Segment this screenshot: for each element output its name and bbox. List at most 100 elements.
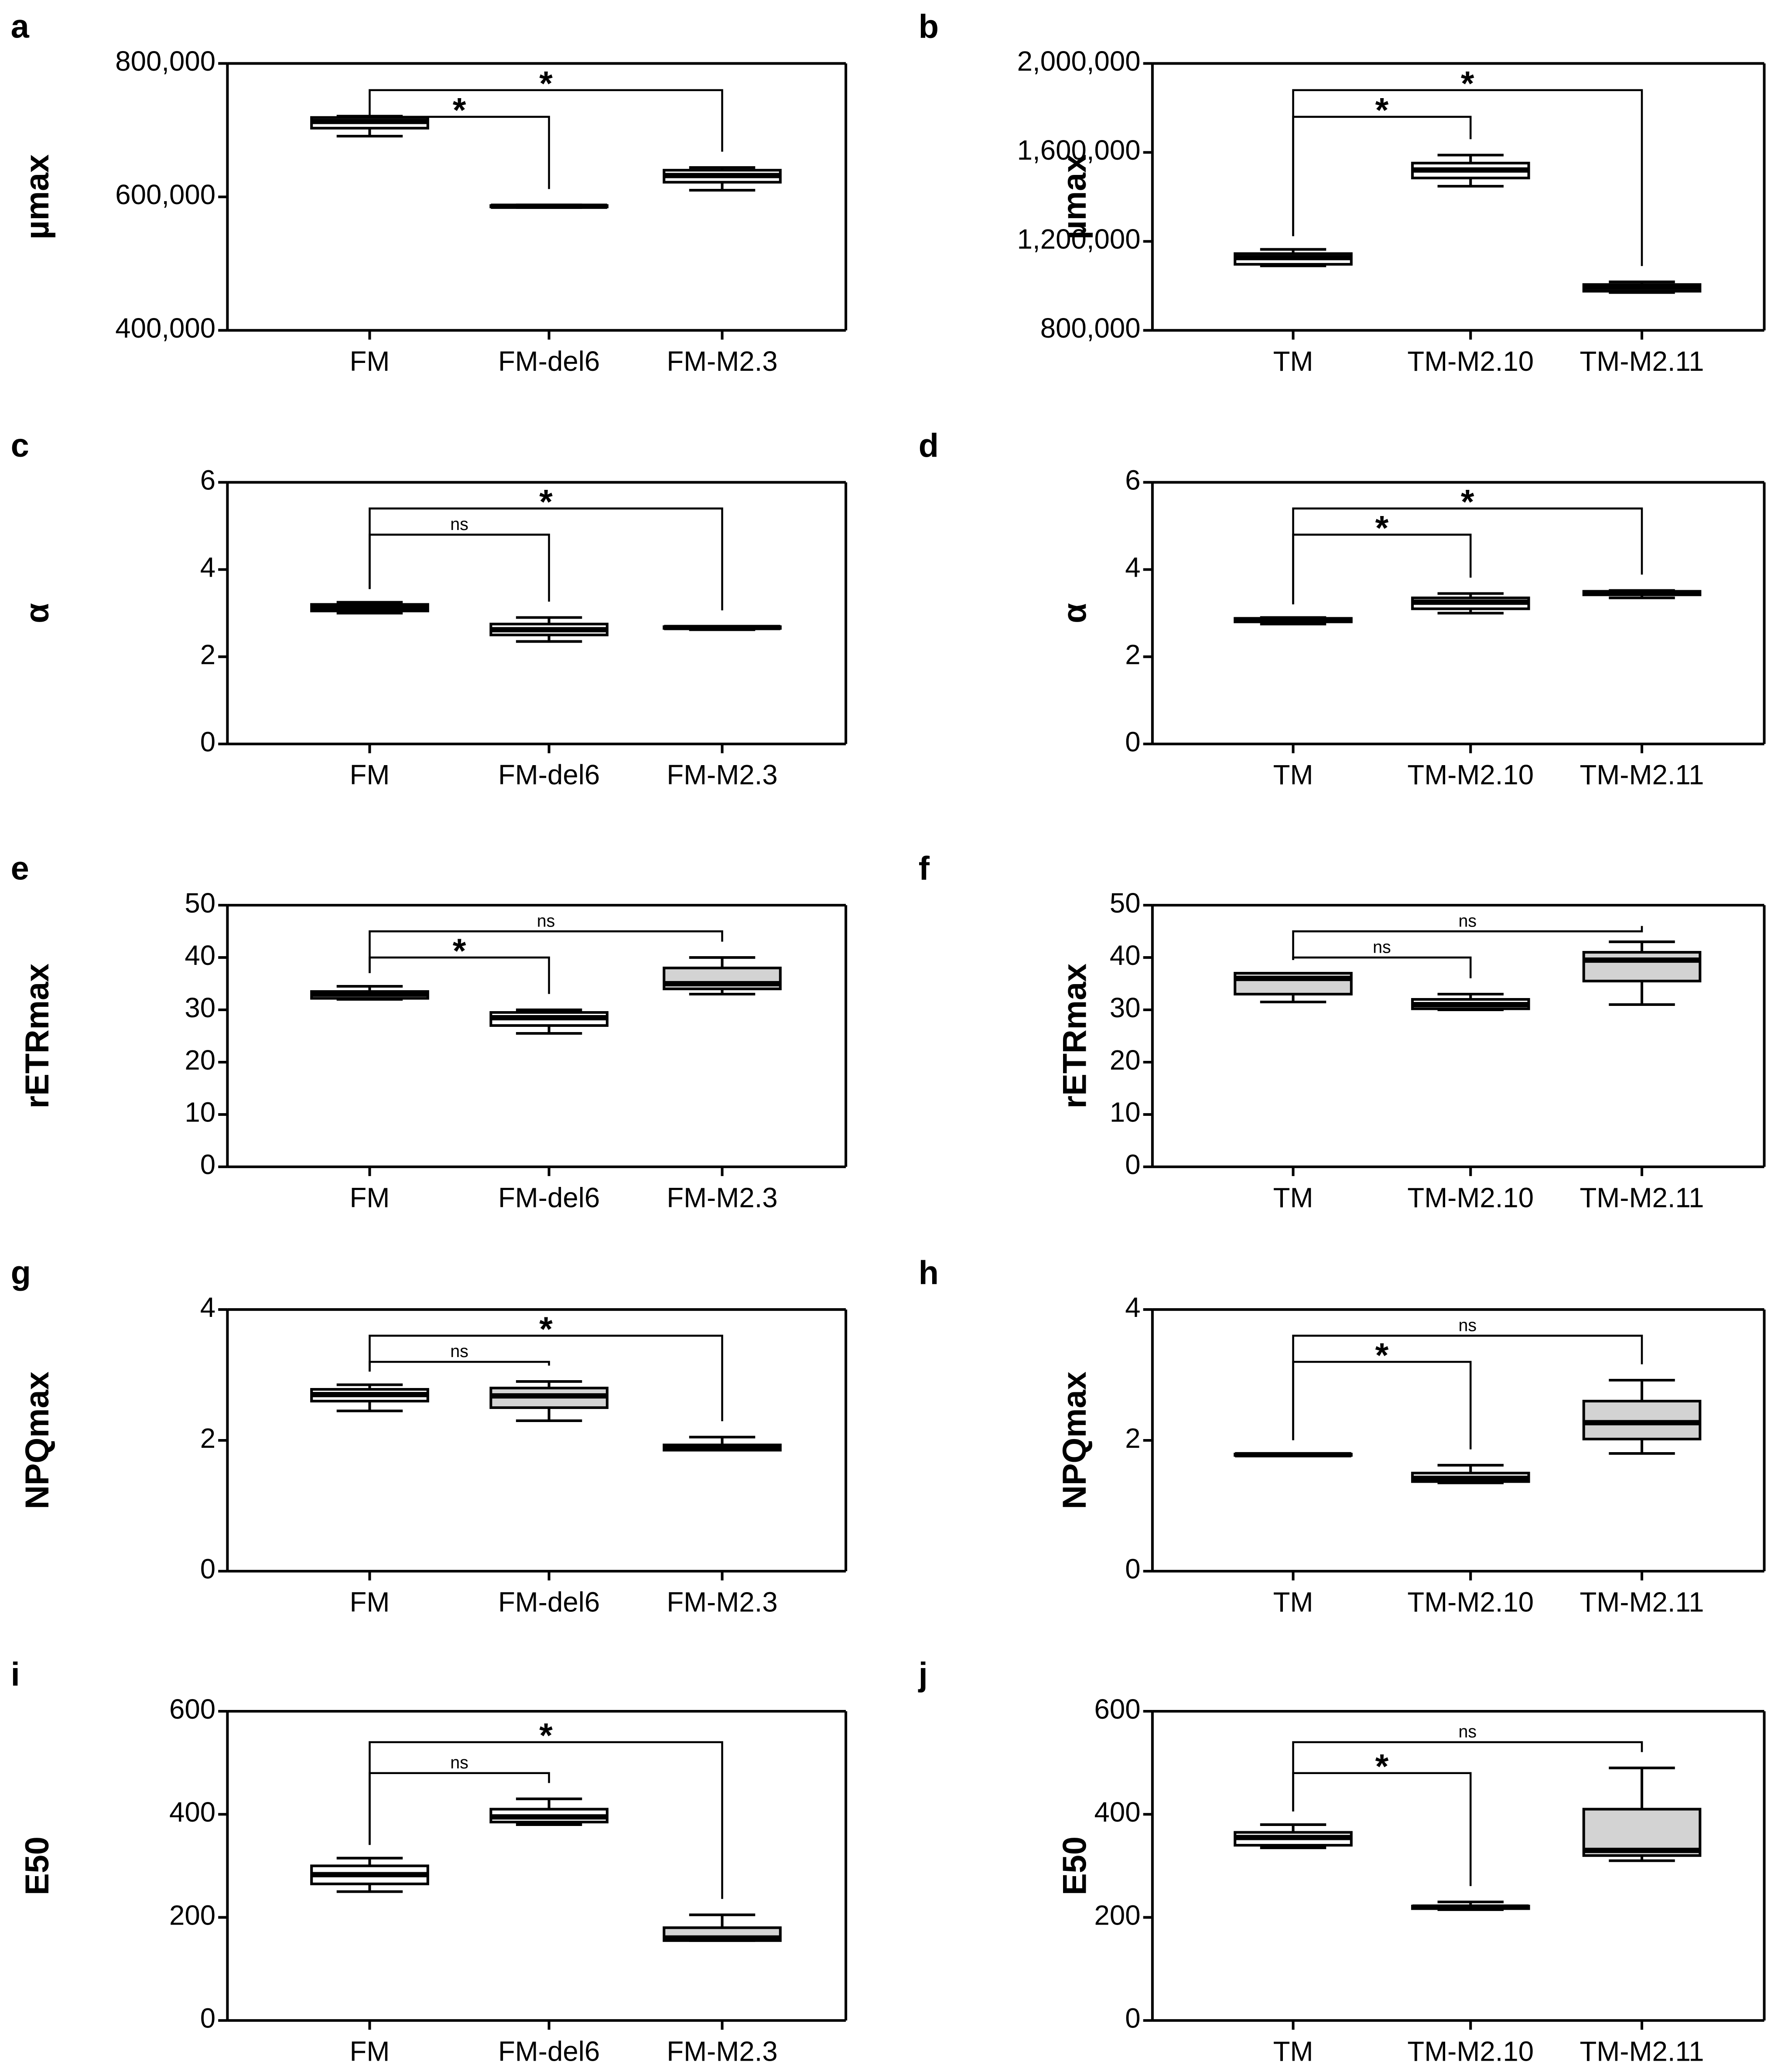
significance-label: ns — [450, 1342, 468, 1361]
y-tick-label: 40 — [1110, 940, 1141, 971]
x-tick-label: FM-del6 — [498, 2036, 600, 2067]
x-tick-label: TM-M2.10 — [1407, 1586, 1534, 1617]
y-tick-label: 400,000 — [115, 313, 215, 344]
x-tick-label: TM-M2.10 — [1407, 2036, 1534, 2067]
significance-label: * — [1375, 91, 1389, 130]
y-tick-label: 20 — [185, 1045, 215, 1076]
y-tick-label: 2 — [1125, 639, 1140, 670]
significance-label: ns — [537, 911, 555, 930]
y-tick-label: 4 — [1125, 1292, 1140, 1323]
x-tick-label: FM — [350, 759, 390, 790]
significance-label: * — [1461, 64, 1474, 103]
significance-bracket — [1292, 1334, 1643, 1440]
significance-label: * — [539, 1310, 553, 1348]
significance-label: * — [1375, 1336, 1389, 1374]
x-tick-label: FM-M2.3 — [667, 346, 777, 377]
y-tick-label: 20 — [1110, 1045, 1141, 1076]
x-tick-label: TM — [1273, 1586, 1313, 1617]
x-tick-label: TM-M2.10 — [1407, 759, 1534, 790]
panel-label: j — [918, 1656, 928, 1693]
panel-label: b — [919, 8, 939, 45]
panel-label: e — [11, 850, 29, 887]
significance-label: ns — [1458, 1316, 1477, 1335]
x-tick-label: FM — [350, 1586, 390, 1617]
y-tick-label: 400 — [169, 1797, 215, 1828]
x-tick-label: TM-M2.11 — [1580, 759, 1704, 790]
y-tick-label: 600,000 — [115, 179, 215, 210]
x-tick-label: FM-del6 — [498, 346, 600, 377]
y-tick-label: 0 — [1125, 1554, 1140, 1585]
y-tick-label: 0 — [200, 1149, 215, 1180]
x-tick-label: TM-M2.11 — [1580, 2036, 1704, 2067]
x-tick-label: TM — [1273, 2036, 1313, 2067]
x-tick-label: FM-del6 — [498, 1586, 600, 1617]
panel-label: f — [919, 850, 930, 887]
y-axis-label: µmax — [19, 154, 56, 239]
significance-bracket — [1292, 89, 1643, 266]
y-tick-label: 2 — [200, 1423, 215, 1454]
y-tick-label: 30 — [185, 992, 215, 1023]
y-tick-label: 2,000,000 — [1017, 46, 1141, 77]
y-tick-label: 0 — [1125, 726, 1140, 757]
y-axis-label: NPQmax — [19, 1371, 56, 1509]
y-axis-label: α — [1056, 603, 1093, 623]
box — [1582, 951, 1702, 983]
significance-bracket — [1292, 1741, 1643, 1812]
y-tick-label: 800,000 — [1040, 313, 1141, 344]
x-tick-label: FM-M2.3 — [667, 759, 777, 790]
y-tick-label: 0 — [200, 1554, 215, 1585]
panel-label: g — [11, 1254, 31, 1291]
significance-label: ns — [1373, 937, 1391, 957]
x-tick-label: TM-M2.11 — [1580, 1182, 1704, 1213]
significance-label: * — [1461, 482, 1474, 521]
y-tick-label: 4 — [200, 1292, 215, 1323]
y-tick-label: 10 — [185, 1097, 215, 1128]
x-tick-label: FM-M2.3 — [667, 2036, 777, 2067]
y-tick-label: 50 — [1110, 888, 1141, 919]
significance-label: ns — [450, 515, 468, 534]
panel-label: a — [11, 8, 30, 45]
significance-bracket — [369, 1741, 723, 1899]
x-tick-label: TM-M2.10 — [1407, 346, 1534, 377]
y-axis-label: rETRmax — [1056, 964, 1093, 1108]
x-tick-label: FM-M2.3 — [667, 1182, 777, 1213]
y-tick-label: 1,200,000 — [1017, 224, 1141, 255]
significance-bracket — [1292, 1361, 1472, 1450]
significance-bracket — [369, 507, 723, 611]
significance-label: * — [453, 91, 466, 130]
y-tick-label: 10 — [1110, 1097, 1141, 1128]
y-tick-label: 0 — [200, 726, 215, 757]
y-tick-label: 0 — [1125, 1149, 1140, 1180]
y-tick-label: 6 — [1125, 465, 1140, 496]
y-tick-label: 6 — [200, 465, 215, 496]
x-tick-label: TM-M2.11 — [1580, 1586, 1704, 1617]
y-axis-label: rETRmax — [19, 964, 56, 1108]
y-tick-label: 200 — [169, 1900, 215, 1931]
panel-label: h — [919, 1254, 939, 1291]
y-tick-label: 4 — [1125, 552, 1140, 583]
significance-bracket — [1292, 1772, 1472, 1886]
x-tick-label: TM-M2.10 — [1407, 1182, 1534, 1213]
y-tick-label: 50 — [185, 888, 215, 919]
y-tick-label: 30 — [1110, 992, 1141, 1023]
significance-bracket — [1292, 507, 1643, 605]
y-axis-label: E50 — [19, 1836, 56, 1895]
y-tick-label: 600 — [169, 1694, 215, 1725]
y-tick-label: 400 — [1094, 1797, 1141, 1828]
significance-label: ns — [1458, 911, 1477, 930]
y-axis-label: NPQmax — [1056, 1371, 1093, 1509]
significance-label: * — [539, 1716, 553, 1755]
significance-label: * — [453, 932, 466, 970]
panel-label: c — [11, 427, 29, 464]
y-tick-label: 2 — [200, 639, 215, 670]
significance-bracket — [369, 930, 723, 973]
y-tick-label: 600 — [1094, 1694, 1141, 1725]
significance-label: * — [539, 64, 553, 103]
x-tick-label: TM — [1273, 1182, 1313, 1213]
y-tick-label: 4 — [200, 552, 215, 583]
y-tick-label: 1,600,000 — [1017, 135, 1141, 166]
x-tick-label: TM — [1273, 759, 1313, 790]
significance-bracket — [369, 103, 550, 189]
significance-label: ns — [1458, 1722, 1477, 1741]
y-tick-label: 0 — [200, 2003, 215, 2034]
